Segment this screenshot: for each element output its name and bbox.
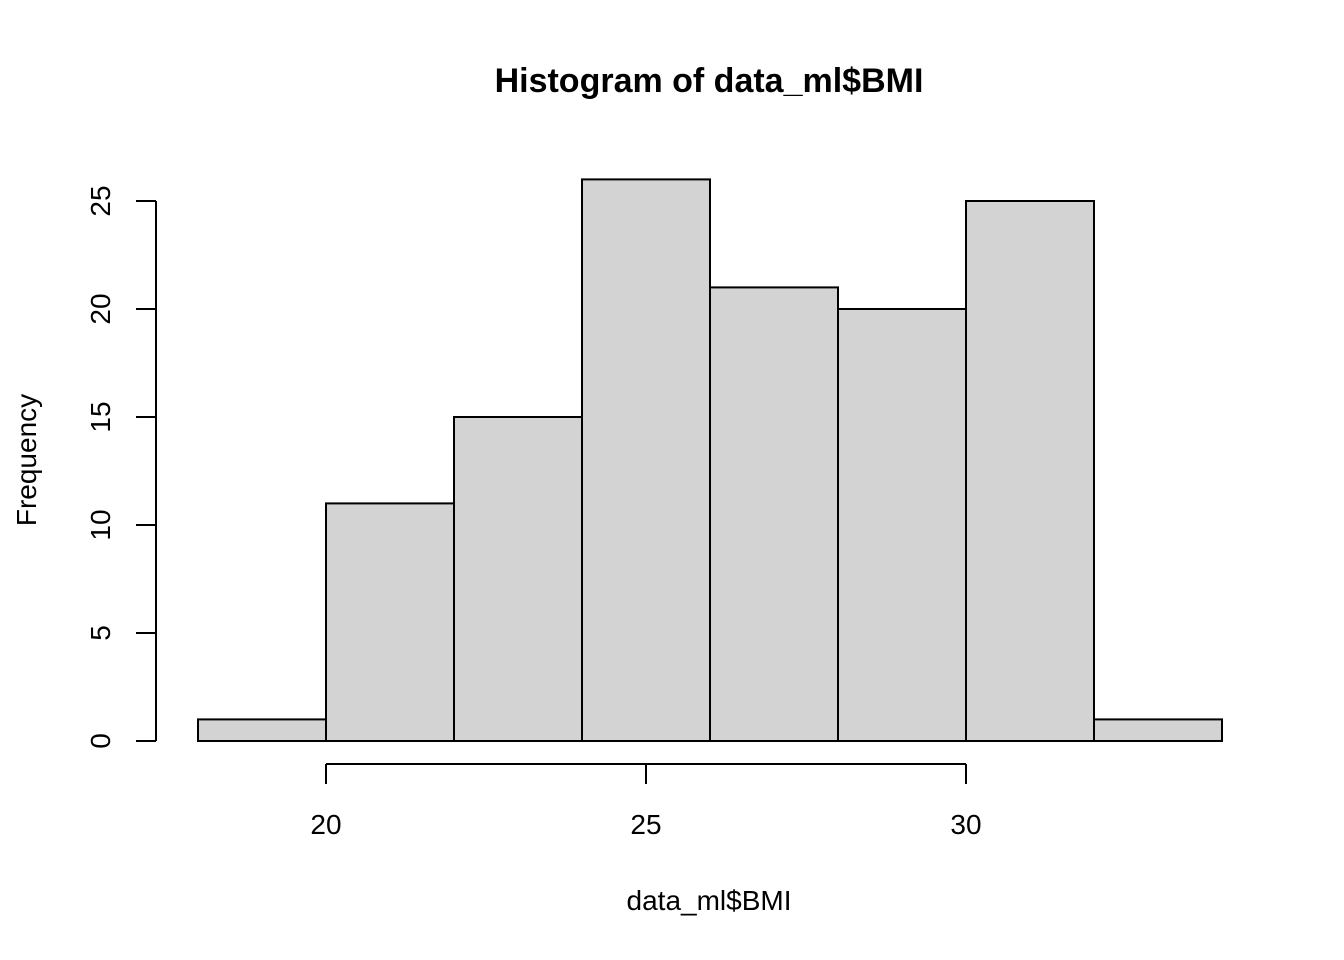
histogram-bar-5 <box>837 308 967 742</box>
y-tick-label-15: 15 <box>85 401 116 432</box>
y-axis: 0 5 10 15 20 25 <box>85 185 157 749</box>
bars-group <box>197 178 1223 743</box>
y-tick-label-10: 10 <box>85 509 116 540</box>
y-tick-label-25: 25 <box>85 185 116 216</box>
chart-title: Histogram of data_ml$BMI <box>495 62 924 100</box>
y-axis-label: Frequency <box>11 394 42 526</box>
histogram-bar-6 <box>965 200 1095 742</box>
histogram-bar-7 <box>1093 718 1223 743</box>
y-tick-label-20: 20 <box>85 293 116 324</box>
histogram-bar-2 <box>453 416 583 742</box>
x-axis-label: data_ml$BMI <box>627 885 792 916</box>
x-tick-label-30: 30 <box>950 809 981 840</box>
y-tick-label-0: 0 <box>85 733 116 749</box>
histogram-bar-1 <box>325 502 455 742</box>
y-tick-label-5: 5 <box>85 625 116 641</box>
histogram-bar-0 <box>197 718 327 743</box>
x-tick-label-20: 20 <box>310 809 341 840</box>
histogram-bar-4 <box>709 286 839 742</box>
histogram-bar-3 <box>581 178 711 742</box>
x-tick-label-25: 25 <box>630 809 661 840</box>
x-axis: 20 25 30 <box>310 763 982 840</box>
